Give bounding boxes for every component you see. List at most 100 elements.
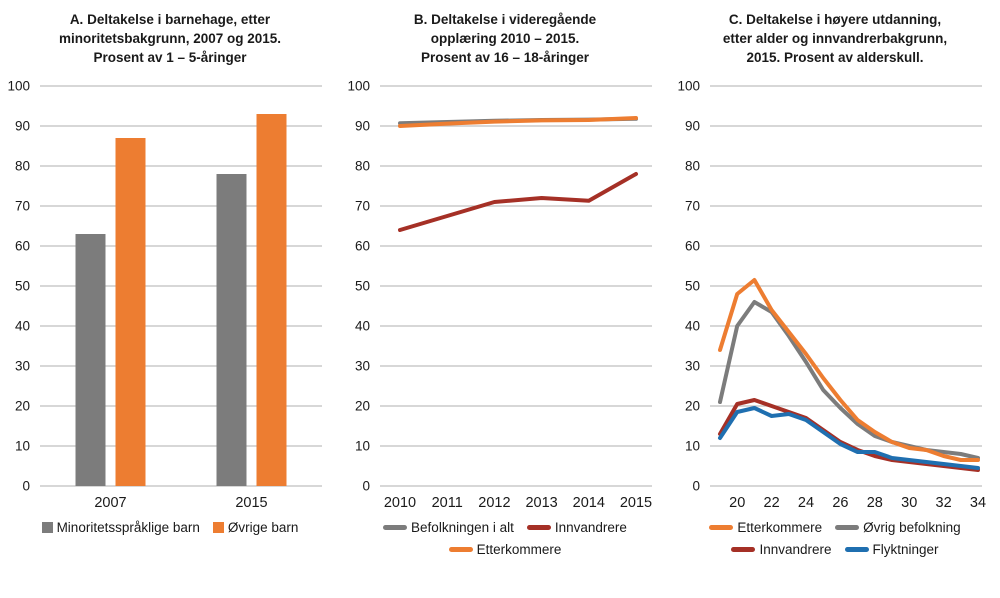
y-tick-label: 40 — [685, 319, 700, 334]
y-tick-label: 30 — [15, 359, 30, 374]
legend-item: Innvandrere — [731, 542, 832, 557]
y-tick-label: 40 — [355, 319, 370, 334]
x-tick-label: 24 — [798, 495, 814, 511]
chart-a-title: A. Deltakelse i barnehage, etter minorit… — [58, 12, 282, 66]
legend-line-marker-blue — [844, 547, 869, 552]
x-tick-label: 2015 — [235, 495, 267, 511]
x-tick-label: 34 — [970, 495, 986, 511]
x-tick-label: 22 — [764, 495, 780, 511]
y-tick-label: 100 — [677, 79, 700, 94]
legend-label: Befolkningen i alt — [411, 520, 514, 535]
legend-square-marker-orange — [212, 522, 224, 533]
legend-label: Innvandrere — [759, 542, 832, 557]
legend-row: Etterkommere — [448, 542, 562, 557]
y-tick-label: 20 — [355, 399, 370, 414]
legend-item: Øvrig befolkning — [835, 520, 961, 535]
panel-barnehage: A. Deltakelse i barnehage, etter minorit… — [0, 0, 340, 598]
legend-item: Flyktninger — [844, 542, 939, 557]
legend-label: Flyktninger — [872, 542, 939, 557]
x-tick-label: 20 — [729, 495, 745, 511]
y-tick-label: 70 — [15, 199, 30, 214]
line-series-dark_red — [398, 172, 638, 232]
y-tick-label: 50 — [685, 279, 700, 294]
panel-videregaende: B. Deltakelse i videregående opplæring 2… — [340, 0, 670, 598]
x-tick-label: 2013 — [525, 495, 557, 511]
y-tick-label: 10 — [685, 439, 700, 454]
y-tick-label: 100 — [347, 79, 370, 94]
y-tick-label: 80 — [685, 159, 700, 174]
legend-item: Etterkommere — [448, 542, 562, 557]
y-tick-label: 30 — [685, 359, 700, 374]
y-tick-label: 90 — [355, 119, 370, 134]
bar-gray-2015 — [216, 174, 247, 486]
panel-hoyere-utdanning: C. Deltakelse i høyere utdanning, etter … — [670, 0, 1000, 598]
y-tick-label: 80 — [15, 159, 30, 174]
y-tick-label: 90 — [685, 119, 700, 134]
legend-label: Etterkommere — [476, 542, 562, 557]
bar-orange-2007 — [115, 138, 146, 486]
legend-row: Befolkningen i alt Innvandrere — [383, 520, 627, 535]
legend-item: Befolkningen i alt — [383, 520, 514, 535]
legend-label: Etterkommere — [737, 520, 823, 535]
x-tick-label: 2007 — [94, 495, 126, 511]
y-tick-label: 60 — [355, 239, 370, 254]
chart-c-title: C. Deltakelse i høyere utdanning, etter … — [722, 12, 948, 66]
line-series-blue — [718, 406, 980, 470]
legend-line-marker-dark_red — [526, 525, 551, 530]
line-series-orange — [398, 116, 638, 128]
y-tick-label: 10 — [355, 439, 370, 454]
x-tick-label: 2012 — [478, 495, 510, 511]
y-tick-label: 0 — [362, 479, 370, 494]
x-tick-label: 2011 — [432, 495, 463, 511]
legend-row: Etterkommere Øvrig befolkning — [709, 520, 961, 535]
bar-orange-2015 — [256, 114, 287, 486]
legend-item: Etterkommere — [709, 520, 822, 535]
y-tick-label: 0 — [692, 479, 700, 494]
y-tick-label: 10 — [15, 439, 30, 454]
y-tick-label: 80 — [355, 159, 370, 174]
legend-item: Minoritetsspråklige barn — [41, 520, 200, 535]
y-tick-label: 60 — [685, 239, 700, 254]
y-tick-label: 0 — [22, 479, 30, 494]
chart-b-title: B. Deltakelse i videregående opplæring 2… — [413, 12, 597, 66]
x-tick-label: 2015 — [620, 495, 652, 511]
y-tick-label: 20 — [15, 399, 30, 414]
legend-item: Innvandrere — [526, 520, 627, 535]
x-tick-label: 2010 — [384, 495, 416, 511]
y-tick-label: 60 — [15, 239, 30, 254]
chart-a-legend: Minoritetsspråklige barn Øvrige barn — [41, 520, 299, 535]
legend-row: Minoritetsspråklige barn Øvrige barn — [41, 520, 299, 535]
legend-line-marker-orange — [448, 547, 473, 552]
legend-item: Øvrige barn — [212, 520, 299, 535]
x-tick-label: 2014 — [573, 495, 605, 511]
legend-line-marker-dark_red — [731, 547, 756, 552]
y-tick-label: 50 — [15, 279, 30, 294]
chart-c-canvas: 0 10 20 30 40 50 60 70 80 90 100 20 22 24 26 28 30 32 34 — [677, 79, 986, 512]
x-tick-label: 32 — [936, 495, 952, 511]
y-tick-label: 100 — [7, 79, 30, 94]
legend-row: Innvandrere Flyktninger — [731, 542, 939, 557]
legend-label: Øvrige barn — [227, 520, 299, 535]
chart-c-legend: Etterkommere Øvrig befolkning Innvandrere F… — [709, 520, 961, 557]
chart-b-canvas: 0 10 20 30 40 50 60 70 80 90 100 2010 2011 2012 2013 20… — [347, 79, 652, 512]
x-tick-label: 28 — [867, 495, 883, 511]
legend-line-marker-orange — [709, 525, 734, 530]
y-tick-label: 90 — [15, 119, 30, 134]
y-tick-label: 40 — [15, 319, 30, 334]
y-tick-label: 20 — [685, 399, 700, 414]
line-series-orange — [718, 278, 980, 462]
legend-line-marker-gray — [383, 525, 408, 530]
legend-line-marker-gray — [835, 525, 860, 530]
y-tick-label: 70 — [355, 199, 370, 214]
legend-label: Innvandrere — [554, 520, 627, 535]
x-tick-label: 30 — [901, 495, 917, 511]
bar-gray-2007 — [75, 234, 106, 486]
legend-label: Øvrig befolkning — [863, 520, 961, 535]
legend-square-marker-gray — [41, 522, 53, 533]
x-tick-label: 26 — [832, 495, 848, 511]
y-tick-label: 50 — [355, 279, 370, 294]
chart-b-legend: Befolkningen i alt Innvandrere Etterkommer… — [383, 520, 627, 557]
chart-a-canvas: 0 10 20 30 40 50 60 70 80 90 100 2007 2015 — [7, 79, 322, 511]
y-tick-label: 70 — [685, 199, 700, 214]
